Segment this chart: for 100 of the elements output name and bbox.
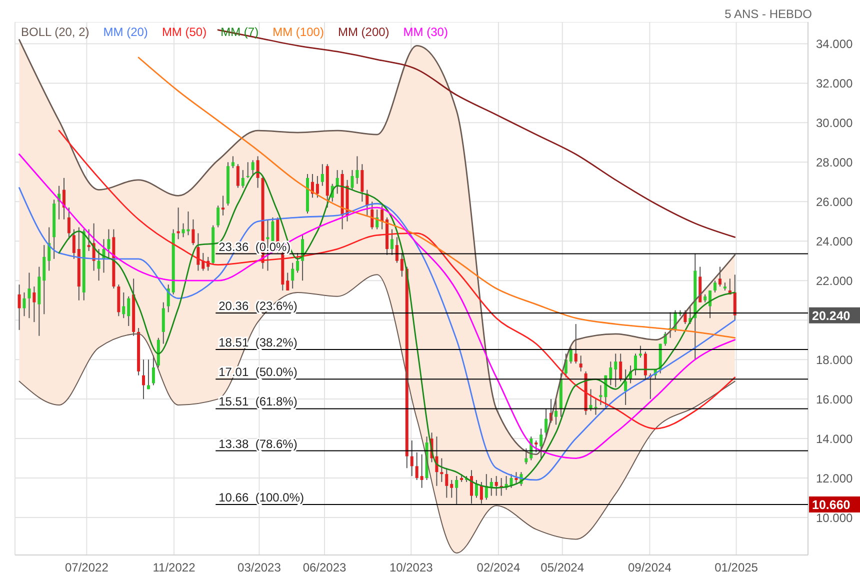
candlestick [400,252,404,278]
y-tick-label: 30.000 [816,116,854,130]
candlestick [122,292,126,319]
price-tag: 20.240 [809,307,860,324]
candlestick [395,236,398,264]
candlestick [569,347,572,364]
y-tick-label: 34.000 [816,36,854,51]
candlestick [296,252,300,274]
price-tag: 10.660 [809,496,860,512]
candlestick [236,164,240,188]
candlestick [222,195,225,216]
y-tick-label: 26.000 [816,194,854,209]
text: MM (20) [103,25,148,39]
y-tick-label: 24.000 [816,234,854,248]
candlestick [514,472,518,484]
candlestick [370,201,374,230]
candlestick [445,468,448,498]
x-tick-label: 10/2023 [389,560,434,575]
text: MM (30) [403,25,448,39]
candlestick [196,232,200,272]
candlestick [480,481,483,504]
candlestick [554,398,558,426]
candlestick [142,359,146,400]
x-tick-label: 11/2022 [152,560,196,575]
line-series [138,56,736,339]
y-tick-label: 12.000 [816,471,854,486]
candlestick [619,353,622,382]
candlestick [48,226,51,272]
candlestick [540,428,543,459]
x-tick-label: 02/2024 [476,560,520,575]
candlestick [241,170,244,188]
candlestick [733,274,736,321]
candlestick [455,476,458,505]
candlestick [162,302,165,344]
x-tick-label: 09/2024 [628,560,672,575]
candlestick [718,266,722,288]
ref-line-label: 15.51 (61.8%) [218,394,298,409]
ref-line-label: 10.66 (100.0%) [218,490,304,504]
candlestick [166,284,170,313]
candlestick [32,286,36,323]
candlestick [420,454,424,488]
y-tick-label: 22.000 [816,274,854,288]
candlestick [336,170,339,194]
candlestick [22,292,26,317]
candlestick [146,359,150,390]
candlestick [356,156,359,184]
candlestick [450,479,454,498]
candlestick [291,262,294,289]
candlestick [470,470,474,504]
line-series [18,274,736,554]
text: MM (100) [272,25,324,39]
y-tick-label: 32.000 [816,76,854,90]
candlestick [97,248,100,282]
candlestick [256,156,260,188]
candlestick [231,156,234,169]
candlestick [579,355,582,372]
text: MM (50) [162,25,207,39]
series-label: MM (200) [338,25,390,39]
x-tick-label: 05/2024 [540,560,584,575]
line-series [58,130,736,430]
candlestick [107,228,110,260]
chart-subtitle: 5 ANS - HEBDO [724,7,813,22]
candlestick [87,228,90,252]
candlestick [574,324,578,364]
y-tick-label: 28.000 [816,155,854,170]
line-series [18,39,736,456]
series-label: BOLL (20, 2) [21,25,90,39]
candlestick [634,353,637,376]
candlestick [534,440,538,453]
candlestick [380,205,384,230]
candlestick [415,452,418,480]
candlestick [474,479,478,498]
candlestick [350,170,354,190]
candlestick [246,162,250,178]
y-tick-label: 16.000 [816,392,854,406]
candlestick [152,355,155,386]
candlestick [316,175,319,198]
candlestick [614,353,618,388]
candlestick [216,205,220,228]
line-series [18,154,736,459]
candlestick [410,440,414,477]
candlestick [638,345,642,358]
candlestick [544,408,548,438]
y-tick-label: 18.000 [816,352,854,367]
x-tick-label: 01/2025 [714,560,758,575]
x-tick-label: 07/2022 [65,560,109,575]
candlestick [202,252,205,272]
candlestick [286,272,290,291]
x-tick-label: 06/2023 [302,560,347,575]
x-tick-label: 03/2023 [238,560,282,575]
candlestick [28,272,31,319]
candlestick [644,351,647,380]
candlestick [708,290,712,319]
ref-line-label: 13.38 (78.6%) [218,436,298,451]
line-series [217,29,736,238]
candlestick [714,280,717,293]
candlestick [609,361,612,386]
candlestick [251,160,254,176]
candlestick [72,228,76,260]
candlestick [42,244,46,315]
